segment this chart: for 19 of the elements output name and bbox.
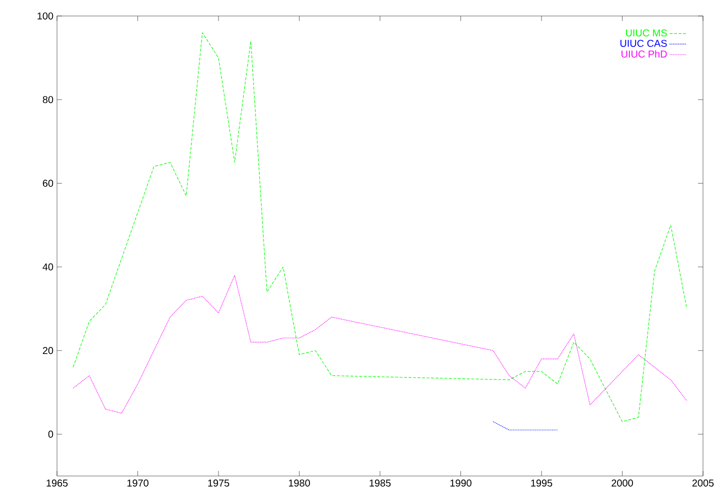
legend-label: UIUC MS <box>626 29 667 36</box>
x-tick-label: 1980 <box>288 480 310 487</box>
x-tick-label: 2005 <box>692 480 714 487</box>
y-tick-label: 100 <box>38 12 54 20</box>
x-tick-label: 1985 <box>370 480 391 487</box>
x-tick-label: 1990 <box>450 480 472 487</box>
y-tick-label: 0 <box>48 430 54 438</box>
y-tick-label: 60 <box>42 180 54 187</box>
legend-label: UIUC PhD <box>622 50 667 58</box>
legend-label: UIUC CAS <box>620 40 667 47</box>
line-series <box>72 274 688 414</box>
y-tick-label: 80 <box>42 96 54 104</box>
x-tick-label: 1965 <box>46 480 68 487</box>
y-tick-label: 40 <box>42 263 54 270</box>
x-tick-label: 1970 <box>127 480 148 487</box>
x-tick-label: 1995 <box>531 480 552 487</box>
x-tick-label: 1975 <box>208 480 230 487</box>
y-tick-label: 20 <box>42 347 54 354</box>
x-tick-label: 2000 <box>612 480 633 487</box>
